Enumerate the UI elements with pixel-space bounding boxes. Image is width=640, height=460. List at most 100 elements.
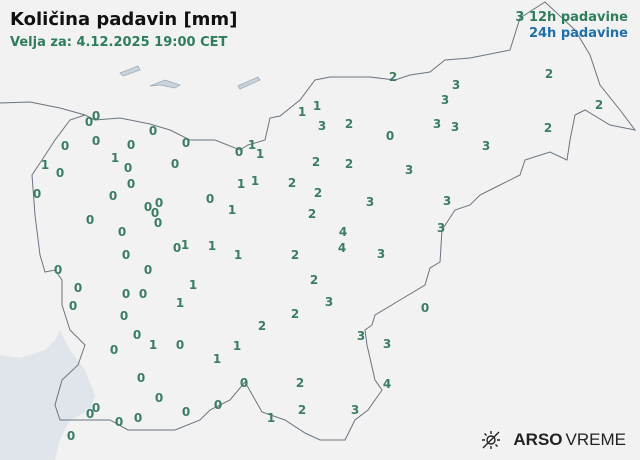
station-value[interactable]: 0 bbox=[123, 161, 133, 175]
station-value[interactable]: 0 bbox=[126, 138, 136, 152]
station-value[interactable]: 1 bbox=[207, 239, 217, 253]
legend-24h[interactable]: 24h padavine bbox=[528, 26, 628, 41]
arso-logo[interactable]: ARSO VREME bbox=[481, 430, 626, 450]
station-value[interactable]: 0 bbox=[60, 139, 70, 153]
station-value[interactable]: 0 bbox=[109, 343, 119, 357]
station-value[interactable]: 0 bbox=[91, 134, 101, 148]
station-value[interactable]: 0 bbox=[148, 124, 158, 138]
station-value[interactable]: 2 bbox=[290, 248, 300, 262]
station-value[interactable]: 0 bbox=[239, 376, 249, 390]
station-value[interactable]: 2 bbox=[344, 157, 354, 171]
station-value[interactable]: 3 bbox=[356, 329, 366, 343]
station-value[interactable]: 1 bbox=[250, 174, 260, 188]
station-value[interactable]: 0 bbox=[126, 177, 136, 191]
station-value[interactable]: 0 bbox=[132, 328, 142, 342]
station-value[interactable]: 3 bbox=[481, 139, 491, 153]
station-value[interactable]: 3 bbox=[350, 403, 360, 417]
station-value[interactable]: 0 bbox=[121, 287, 131, 301]
station-value[interactable]: 0 bbox=[150, 206, 160, 220]
station-value[interactable]: 2 bbox=[311, 155, 321, 169]
legend-12h[interactable]: 12h padavine bbox=[528, 10, 628, 25]
station-value[interactable]: 3 bbox=[376, 247, 386, 261]
station-value[interactable]: 1 bbox=[180, 238, 190, 252]
station-value[interactable]: 1 bbox=[232, 339, 242, 353]
station-value[interactable]: 0 bbox=[68, 299, 78, 313]
station-value[interactable]: 0 bbox=[121, 248, 131, 262]
station-value[interactable]: 0 bbox=[136, 371, 146, 385]
station-value[interactable]: 1 bbox=[312, 99, 322, 113]
station-value[interactable]: 0 bbox=[84, 115, 94, 129]
station-value[interactable]: 3 bbox=[440, 93, 450, 107]
station-value[interactable]: 0 bbox=[91, 109, 101, 123]
station-value[interactable]: 0 bbox=[181, 136, 191, 150]
station-value[interactable]: 1 bbox=[247, 138, 257, 152]
station-value[interactable]: 0 bbox=[114, 415, 124, 429]
station-value[interactable]: 0 bbox=[420, 301, 430, 315]
station-value[interactable]: 0 bbox=[85, 407, 95, 421]
station-value[interactable]: 0 bbox=[85, 213, 95, 227]
station-value[interactable]: 3 bbox=[442, 194, 452, 208]
station-value[interactable]: 2 bbox=[297, 403, 307, 417]
station-value[interactable]: 3 bbox=[432, 117, 442, 131]
station-value[interactable]: 1 bbox=[40, 158, 50, 172]
station-value[interactable]: 0 bbox=[234, 145, 244, 159]
station-value[interactable]: 2 bbox=[295, 376, 305, 390]
station-value[interactable]: 0 bbox=[172, 241, 182, 255]
station-value[interactable]: 0 bbox=[154, 196, 164, 210]
station-value[interactable]: 0 bbox=[213, 398, 223, 412]
station-value[interactable]: 3 bbox=[450, 120, 460, 134]
station-value[interactable]: 3 bbox=[317, 119, 327, 133]
station-value[interactable]: 3 bbox=[404, 163, 414, 177]
station-value[interactable]: 2 bbox=[388, 70, 398, 84]
station-value[interactable]: 3 bbox=[436, 221, 446, 235]
station-value[interactable]: 1 bbox=[266, 411, 276, 425]
station-value[interactable]: 0 bbox=[143, 200, 153, 214]
station-value[interactable]: 0 bbox=[66, 429, 76, 443]
station-value[interactable]: 4 bbox=[382, 377, 392, 391]
station-value[interactable]: 0 bbox=[73, 281, 83, 295]
station-value[interactable]: 0 bbox=[143, 263, 153, 277]
station-value[interactable]: 1 bbox=[227, 203, 237, 217]
station-value[interactable]: 2 bbox=[543, 121, 553, 135]
station-value[interactable]: 2 bbox=[544, 67, 554, 81]
station-value[interactable]: 0 bbox=[133, 411, 143, 425]
station-value[interactable]: 1 bbox=[212, 352, 222, 366]
station-value[interactable]: 0 bbox=[385, 129, 395, 143]
station-value[interactable]: 0 bbox=[170, 157, 180, 171]
station-value[interactable]: 4 bbox=[338, 225, 348, 239]
station-value[interactable]: 2 bbox=[307, 207, 317, 221]
station-value[interactable]: 2 bbox=[344, 117, 354, 131]
station-value[interactable]: 0 bbox=[91, 401, 101, 415]
station-value[interactable]: 4 bbox=[337, 241, 347, 255]
station-value[interactable]: 2 bbox=[257, 319, 267, 333]
station-value[interactable]: 2 bbox=[313, 186, 323, 200]
station-value[interactable]: 0 bbox=[53, 263, 63, 277]
station-value[interactable]: 2 bbox=[287, 176, 297, 190]
station-value[interactable]: 1 bbox=[236, 177, 246, 191]
station-value[interactable]: 0 bbox=[119, 309, 129, 323]
station-value[interactable]: 0 bbox=[205, 192, 215, 206]
station-value[interactable]: 1 bbox=[188, 278, 198, 292]
station-value[interactable]: 0 bbox=[55, 166, 65, 180]
station-value[interactable]: 3 bbox=[365, 195, 375, 209]
station-value[interactable]: 3 bbox=[324, 295, 334, 309]
station-value[interactable]: 1 bbox=[297, 105, 307, 119]
station-value[interactable]: 1 bbox=[255, 147, 265, 161]
station-value[interactable]: 3 bbox=[451, 78, 461, 92]
station-value[interactable]: 1 bbox=[175, 296, 185, 310]
station-value[interactable]: 0 bbox=[175, 338, 185, 352]
station-value[interactable]: 2 bbox=[290, 307, 300, 321]
station-value[interactable]: 0 bbox=[108, 189, 118, 203]
station-value[interactable]: 2 bbox=[594, 98, 604, 112]
station-value[interactable]: 1 bbox=[233, 248, 243, 262]
station-value[interactable]: 0 bbox=[138, 287, 148, 301]
station-value[interactable]: 0 bbox=[32, 187, 42, 201]
station-value[interactable]: 0 bbox=[181, 405, 191, 419]
station-value[interactable]: 2 bbox=[309, 273, 319, 287]
station-value[interactable]: 1 bbox=[110, 151, 120, 165]
station-value[interactable]: 0 bbox=[154, 391, 164, 405]
station-value[interactable]: 1 bbox=[148, 338, 158, 352]
station-value[interactable]: 0 bbox=[153, 216, 163, 230]
station-value[interactable]: 0 bbox=[117, 225, 127, 239]
